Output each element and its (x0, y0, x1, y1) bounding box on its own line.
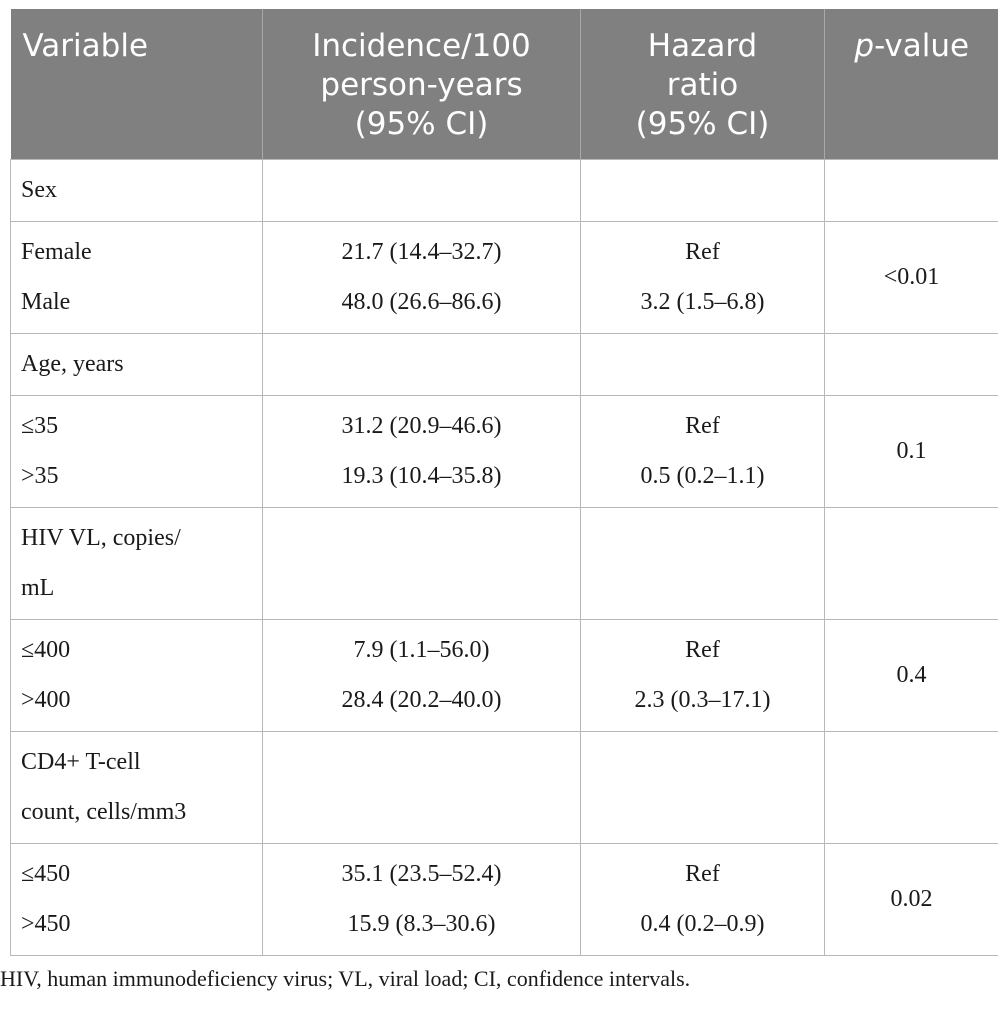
hazard-ratio-value: Ref (685, 861, 720, 887)
row-label: Age, years (10, 332, 263, 396)
header-row: Variable Incidence/100 person-years (95%… (10, 9, 998, 159)
incidence-value: 19.3 (10.4–35.8) (341, 463, 502, 489)
row-label: HIV VL, copies/ mL (10, 506, 263, 620)
incidence-value: 7.9 (1.1–56.0) (353, 637, 490, 663)
empty-cell (262, 158, 581, 222)
header-hr-line2: ratio (666, 67, 739, 103)
header-hr-line1: Hazard (647, 28, 758, 64)
empty-cell (262, 506, 581, 620)
group-labels: ≤400 >400 (10, 618, 263, 732)
group-label: >450 (21, 911, 71, 937)
table-row: Female Male 21.7 (14.4–32.7) 48.0 (26.6–… (10, 220, 998, 334)
header-p-italic: p (854, 28, 875, 64)
row-label-line: mL (21, 575, 55, 601)
header-p-rest: -value (874, 28, 970, 64)
row-label: Sex (10, 158, 263, 222)
hazard-ratio-value: 0.4 (0.2–0.9) (640, 911, 765, 937)
incidence-value: 35.1 (23.5–52.4) (341, 861, 502, 887)
empty-cell (824, 158, 998, 222)
hazard-ratio-cell: Ref 3.2 (1.5–6.8) (580, 220, 825, 334)
header-p-value: p-value (824, 9, 998, 159)
header-incidence: Incidence/100 person-years (95% CI) (262, 9, 581, 159)
table-row: CD4+ T-cell count, cells/mm3 (10, 730, 998, 844)
incidence-cell: 21.7 (14.4–32.7) 48.0 (26.6–86.6) (262, 220, 581, 334)
empty-cell (262, 730, 581, 844)
incidence-value: 15.9 (8.3–30.6) (347, 911, 496, 937)
incidence-table: Variable Incidence/100 person-years (95%… (10, 9, 998, 956)
group-label: >400 (21, 687, 71, 713)
incidence-value: 48.0 (26.6–86.6) (341, 289, 502, 315)
p-value-cell: <0.01 (824, 220, 998, 334)
group-labels: ≤35 >35 (10, 394, 263, 508)
incidence-value: 21.7 (14.4–32.7) (341, 239, 502, 265)
header-incidence-line3: (95% CI) (354, 106, 489, 142)
header-variable: Variable (10, 9, 263, 159)
table-row: HIV VL, copies/ mL (10, 506, 998, 620)
incidence-value: 28.4 (20.2–40.0) (341, 687, 502, 713)
empty-cell (580, 158, 825, 222)
hazard-ratio-cell: Ref 0.5 (0.2–1.1) (580, 394, 825, 508)
group-label: ≤35 (21, 413, 59, 439)
table-row: Sex (10, 158, 998, 222)
incidence-value: 31.2 (20.9–46.6) (341, 413, 502, 439)
group-label: Male (21, 289, 71, 315)
header-hr-line3: (95% CI) (635, 106, 770, 142)
incidence-cell: 7.9 (1.1–56.0) 28.4 (20.2–40.0) (262, 618, 581, 732)
incidence-cell: 31.2 (20.9–46.6) 19.3 (10.4–35.8) (262, 394, 581, 508)
hazard-ratio-cell: Ref 0.4 (0.2–0.9) (580, 842, 825, 956)
empty-cell (824, 332, 998, 396)
empty-cell (580, 332, 825, 396)
row-label-line: HIV VL, copies/ (21, 525, 181, 551)
row-label-line: CD4+ T-cell (21, 749, 141, 775)
table-row: ≤450 >450 35.1 (23.5–52.4) 15.9 (8.3–30.… (10, 842, 998, 956)
empty-cell (824, 506, 998, 620)
hazard-ratio-value: 3.2 (1.5–6.8) (640, 289, 765, 315)
hazard-ratio-value: 0.5 (0.2–1.1) (640, 463, 765, 489)
hazard-ratio-value: Ref (685, 239, 720, 265)
group-label: >35 (21, 463, 59, 489)
table-row: Age, years (10, 332, 998, 396)
group-labels: ≤450 >450 (10, 842, 263, 956)
header-incidence-line1: Incidence/100 (312, 28, 531, 64)
p-value-cell: 0.4 (824, 618, 998, 732)
empty-cell (580, 730, 825, 844)
hazard-ratio-value: 2.3 (0.3–17.1) (634, 687, 771, 713)
empty-cell (262, 332, 581, 396)
group-labels: Female Male (10, 220, 263, 334)
group-label: ≤450 (21, 861, 71, 887)
incidence-cell: 35.1 (23.5–52.4) 15.9 (8.3–30.6) (262, 842, 581, 956)
empty-cell (580, 506, 825, 620)
table-row: ≤35 >35 31.2 (20.9–46.6) 19.3 (10.4–35.8… (10, 394, 998, 508)
table-footnote: HIV, human immunodeficiency virus; VL, v… (0, 966, 691, 991)
group-label: ≤400 (21, 637, 71, 663)
p-value-cell: 0.1 (824, 394, 998, 508)
empty-cell (824, 730, 998, 844)
row-label-line: count, cells/mm3 (21, 799, 187, 825)
hazard-ratio-cell: Ref 2.3 (0.3–17.1) (580, 618, 825, 732)
header-incidence-line2: person-years (320, 67, 523, 103)
group-label: Female (21, 239, 92, 265)
p-value-cell: 0.02 (824, 842, 998, 956)
hazard-ratio-value: Ref (685, 413, 720, 439)
header-hazard-ratio: Hazard ratio (95% CI) (580, 9, 825, 159)
row-label: CD4+ T-cell count, cells/mm3 (10, 730, 263, 844)
hazard-ratio-value: Ref (685, 637, 720, 663)
table-row: ≤400 >400 7.9 (1.1–56.0) 28.4 (20.2–40.0… (10, 618, 998, 732)
